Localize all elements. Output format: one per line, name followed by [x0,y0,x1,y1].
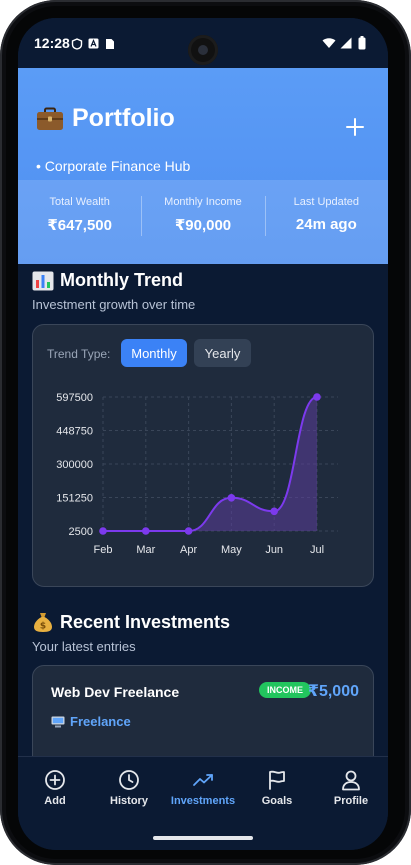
flag-icon [269,770,285,790]
x-tick-label: Jun [265,544,283,556]
clock-icon [119,770,139,790]
trend-subtitle: Investment growth over time [32,297,196,312]
briefcase-icon [37,107,63,130]
x-tick-label: Mar [136,544,155,556]
stat-label: Total Wealth [49,196,110,208]
stat-label: Last Updated [293,196,360,208]
user-icon [342,770,360,791]
data-point[interactable] [227,493,236,502]
category-label: Freelance [70,714,131,729]
computer-icon [51,716,65,727]
stat-label: Monthly Income [164,196,242,208]
investment-name: Web Dev Freelance [51,684,180,700]
investment-category: Freelance [51,714,131,729]
data-point[interactable] [142,527,150,535]
bar-chart-icon [32,271,54,290]
data-point[interactable] [313,393,321,401]
nav-profile-label: Profile [333,795,369,807]
area-fill [103,397,317,531]
data-point[interactable] [184,527,193,535]
y-tick-label: 300000 [56,459,93,471]
nav-goals[interactable]: Goals [240,769,314,807]
plus-circle-icon [45,770,65,790]
trending-up-icon [193,774,213,786]
nav-history-label: History [110,795,148,807]
volume-button [409,158,411,218]
nav-history[interactable]: History [92,769,166,807]
nav-goals-label: Goals [261,795,293,807]
portfolio-header: Portfolio • Corporate Finance Hub Total … [18,68,388,264]
income-badge: INCOME [259,682,311,698]
svg-text:$: $ [40,622,46,632]
recent-title-text: Recent Investments [60,611,231,632]
x-tick-label: May [221,544,242,556]
shield-icon [71,38,83,50]
recent-section-title: $ Recent Investments [32,611,230,633]
title-row: Portfolio [36,104,175,133]
x-tick-label: Feb [94,544,113,556]
status-time: 12:28 [34,35,70,51]
stat-monthly-income: Monthly Income ₹90,000 [141,180,264,264]
y-tick-label: 448750 [56,426,93,438]
bottom-nav: Add History Investments G [18,756,388,850]
status-bar: 12:28 [18,18,388,68]
data-point[interactable] [99,527,107,535]
y-tick-label: 151250 [56,493,93,505]
keyboard-a-icon [88,38,99,49]
toggle-yearly-button[interactable]: Yearly [194,339,251,367]
trend-chart-card: Trend Type: Monthly Yearly 597500 448750 3… [32,324,374,587]
battery-icon [358,36,366,50]
nav-investments[interactable]: Investments [166,769,240,807]
home-indicator[interactable] [153,836,253,840]
power-button [409,238,411,328]
nav-add-label: Add [44,795,66,807]
trend-section-title: Monthly Trend [32,270,183,291]
investment-amount: ₹5,000 [307,683,359,700]
stats-bar: Total Wealth ₹647,500 Monthly Income ₹90… [18,180,388,264]
cell-signal-icon [340,37,352,49]
stat-value: ₹90,000 [174,217,232,234]
y-tick-label: 597500 [56,392,93,404]
x-tick-label: Apr [180,544,197,556]
front-camera [188,35,218,65]
screen: 12:28 [18,18,388,850]
stat-value: ₹647,500 [47,217,112,234]
x-tick-label: Jul [310,544,324,556]
wifi-icon [322,38,336,48]
stat-value: 24m ago [295,216,357,233]
trend-type-label: Trend Type: [47,347,111,361]
recent-subtitle: Your latest entries [32,639,136,654]
page-title: Portfolio [72,104,175,132]
data-point[interactable] [270,507,278,516]
nav-profile[interactable]: Profile [314,769,388,807]
trend-title-text: Monthly Trend [60,270,183,290]
money-bag-icon: $ [34,613,52,632]
stat-total-wealth: Total Wealth ₹647,500 [18,180,141,264]
nav-investments-label: Investments [170,795,236,807]
stat-last-updated: Last Updated 24m ago [264,180,388,264]
add-plus-icon[interactable] [344,116,366,138]
nav-add[interactable]: Add [18,769,92,807]
toggle-monthly-button[interactable]: Monthly [121,339,187,367]
page-subtitle: • Corporate Finance Hub [36,158,191,174]
y-tick-label: 2500 [69,526,93,538]
sim-card-icon [106,39,114,49]
